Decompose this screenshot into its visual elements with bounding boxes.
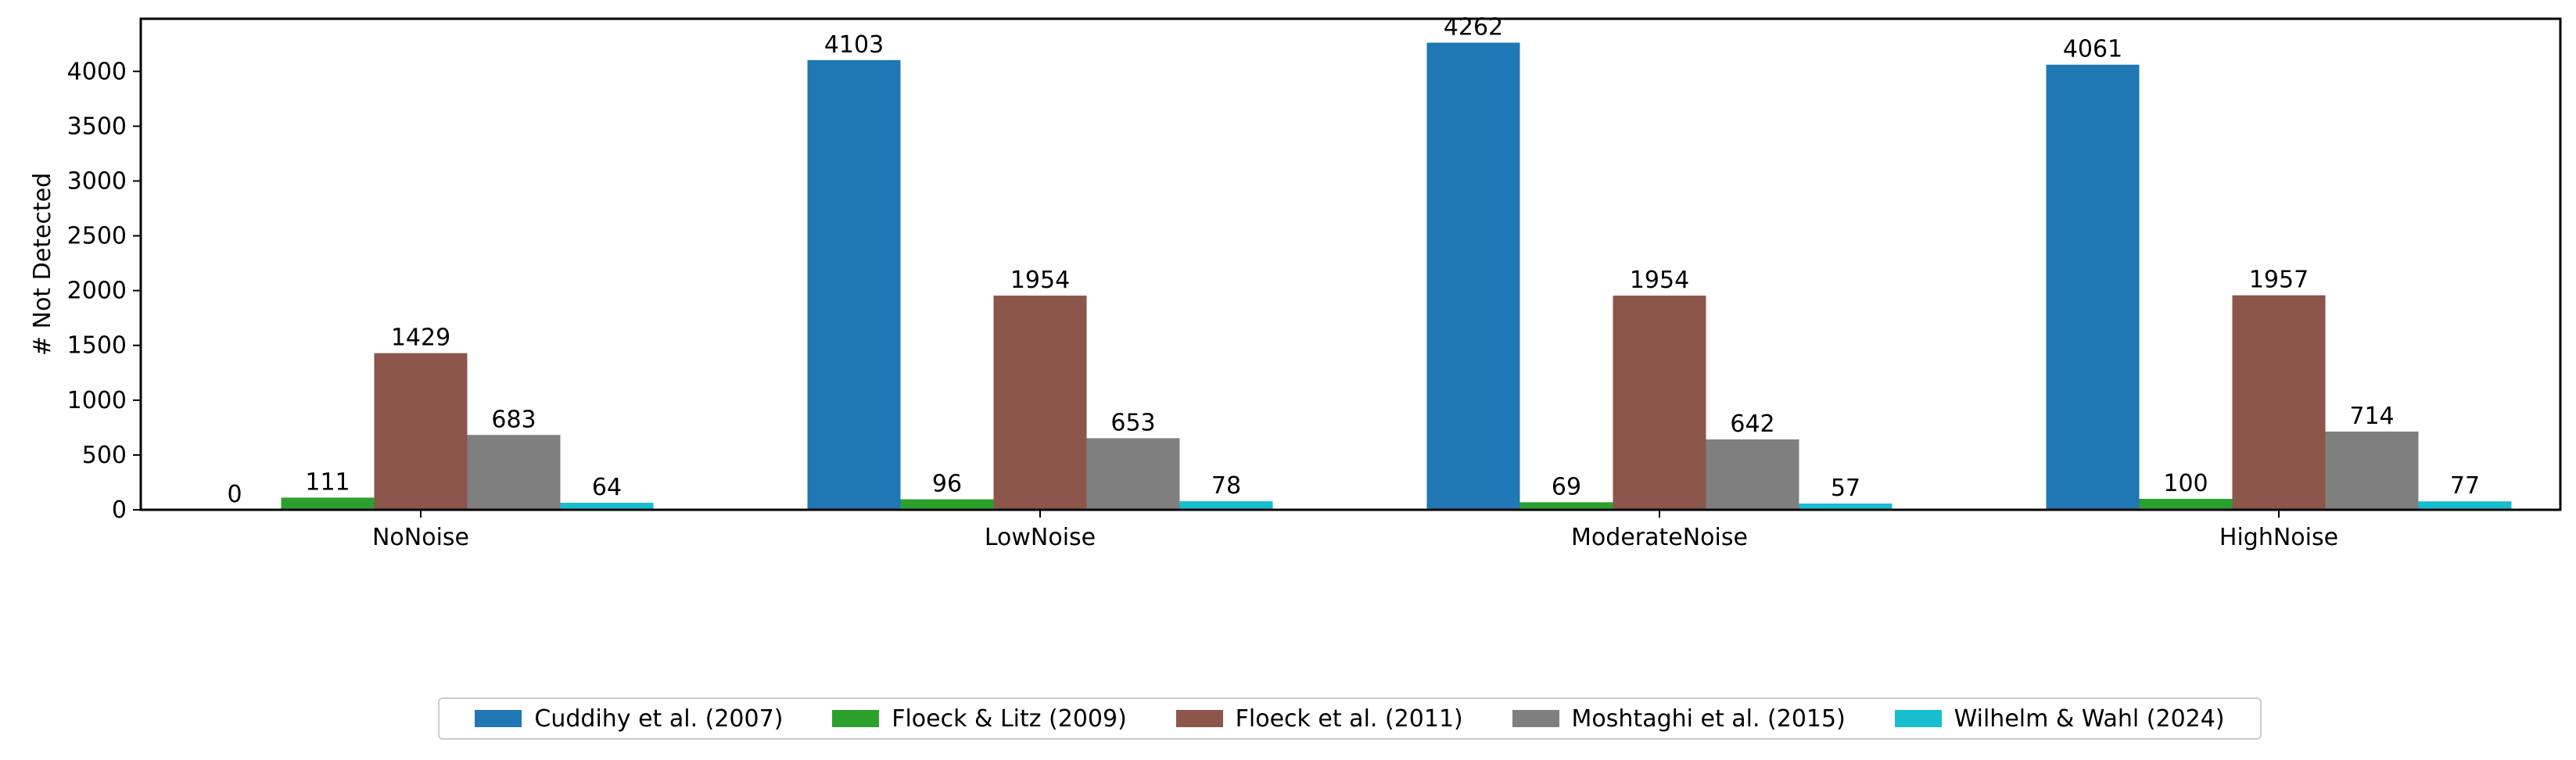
bar	[467, 435, 561, 510]
y-tick-label: 0	[112, 497, 127, 524]
legend-item: Cuddihy et al. (2007)	[475, 705, 783, 733]
bar	[2325, 431, 2419, 510]
legend: Cuddihy et al. (2007) Floeck & Litz (2009…	[438, 697, 2262, 740]
data-label: 653	[1110, 409, 1155, 436]
legend-label: Floeck & Litz (2009)	[892, 704, 1127, 733]
plot-frame	[139, 17, 2562, 511]
y-tick-label: 1000	[67, 387, 127, 414]
data-label: 714	[2349, 403, 2394, 430]
bar	[374, 353, 468, 510]
legend-swatch	[1512, 710, 1559, 727]
legend-label: Floeck et al. (2011)	[1235, 704, 1463, 733]
legend-item: Floeck & Litz (2009)	[832, 705, 1127, 733]
data-label: 4061	[2063, 36, 2122, 63]
data-label: 4103	[824, 31, 884, 59]
bar	[1613, 296, 1706, 510]
bar	[1086, 438, 1180, 510]
y-tick-label: 2000	[67, 278, 127, 305]
bar	[993, 296, 1087, 510]
bar	[2418, 501, 2512, 510]
data-label: 683	[491, 406, 536, 433]
data-label: 100	[2163, 470, 2208, 497]
data-label: 1957	[2249, 267, 2309, 294]
data-label: 64	[592, 474, 622, 501]
y-tick-label: 500	[82, 442, 127, 469]
y-tick-label: 2500	[67, 223, 127, 250]
data-label: 57	[1831, 475, 1860, 502]
legend-swatch	[832, 710, 880, 727]
data-label: 0	[227, 481, 242, 508]
legend-swatch	[475, 710, 522, 727]
legend-label: Moshtaghi et al. (2015)	[1571, 704, 1846, 733]
bar	[900, 499, 994, 510]
y-axis-label: # Not Detected	[29, 173, 56, 356]
chart-marks: 0 111142968364410396195465378426269195464…	[227, 14, 2512, 511]
bar	[560, 503, 654, 510]
bar	[1799, 504, 1893, 510]
y-tick-label: 4000	[67, 58, 127, 85]
legend-item: Floeck et al. (2011)	[1175, 704, 1463, 733]
bar-chart: 0 111142968364410396195465378426269195464…	[29, 14, 2562, 551]
data-label: 77	[2450, 472, 2480, 500]
bar	[281, 497, 375, 510]
data-label: 642	[1730, 410, 1774, 438]
data-label: 111	[305, 468, 350, 496]
legend-swatch	[1175, 710, 1223, 727]
bar	[2232, 295, 2326, 510]
data-label: 1954	[1630, 267, 1689, 294]
bar	[1179, 501, 1273, 510]
x-tick-label: HighNoise	[2219, 524, 2338, 551]
data-label: 96	[932, 471, 962, 498]
data-label: 78	[1211, 472, 1241, 500]
data-label: 1429	[391, 324, 450, 352]
data-label: 69	[1552, 473, 1581, 500]
data-label: 1954	[1010, 267, 1070, 294]
legend-item: Wilhelm & Wahl (2024)	[1894, 704, 2225, 733]
bar	[2139, 498, 2233, 510]
bar	[1706, 439, 1799, 510]
y-tick-label: 1500	[67, 332, 127, 360]
bar	[807, 59, 901, 511]
legend-swatch	[1894, 710, 1942, 727]
x-axis: NoNoise LowNoise ModerateNoise HighNoise	[372, 510, 2338, 551]
legend-item: Moshtaghi et al. (2015)	[1512, 705, 1846, 733]
bar	[1519, 502, 1613, 510]
x-tick-label: ModerateNoise	[1571, 524, 1748, 551]
x-tick-label: NoNoise	[372, 524, 469, 551]
legend-label: Cuddihy et al. (2007)	[534, 704, 784, 733]
bar	[2046, 64, 2140, 511]
legend-label: Wilhelm & Wahl (2024)	[1954, 704, 2225, 733]
bar	[1426, 42, 1520, 510]
y-axis: 0 500 1000 1500 2000 2500 3000 3500 4000	[67, 58, 141, 524]
y-tick-label: 3500	[67, 113, 127, 140]
y-tick-label: 3000	[67, 167, 127, 195]
x-tick-label: LowNoise	[985, 524, 1096, 551]
